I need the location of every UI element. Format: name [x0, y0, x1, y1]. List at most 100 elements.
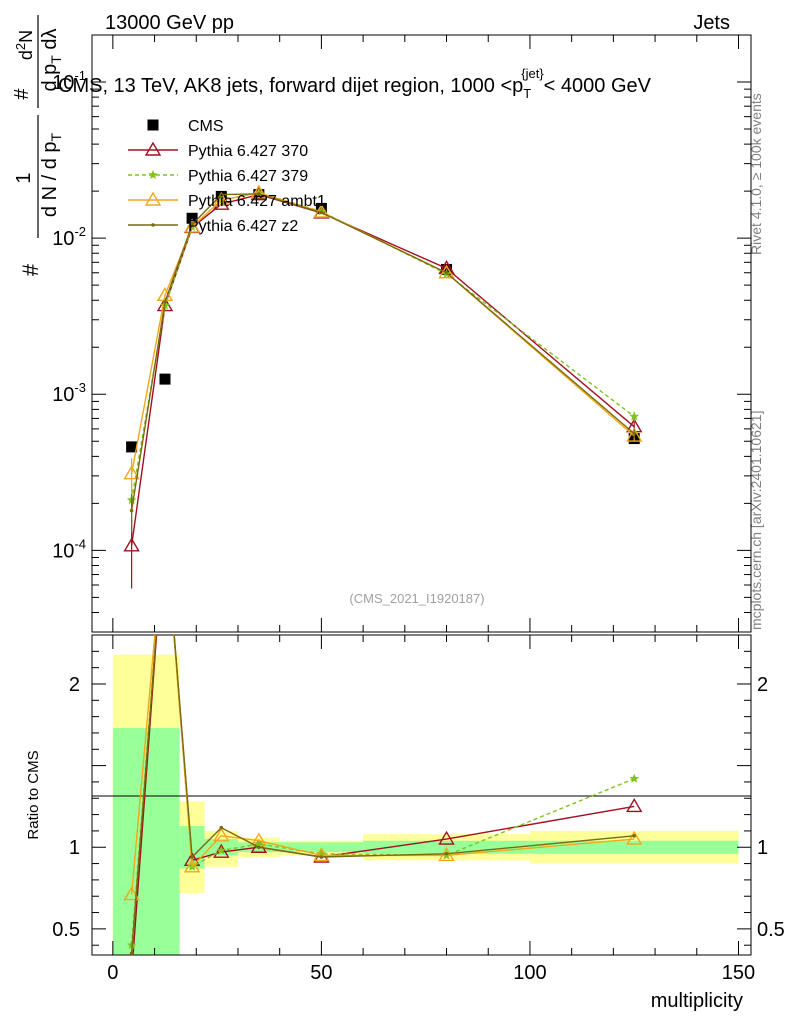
- main-y-tick-label: 10-1: [52, 68, 86, 94]
- ratio-point: [213, 827, 230, 842]
- ratio-point: [190, 855, 194, 859]
- legend-marker: [151, 223, 155, 227]
- legend-entry-1: Pythia 6.427 370: [128, 141, 308, 160]
- main-series-line-2: [130, 192, 635, 501]
- main-point: [444, 270, 449, 275]
- ratio-point: [316, 848, 327, 858]
- ratio-axis-ticks: 0.5 0.5 1 1 2 2 0 50 100 150: [52, 635, 785, 984]
- main-point: [250, 184, 268, 199]
- x-tick-label: 100: [513, 962, 546, 984]
- main-point: [123, 465, 140, 480]
- analysis-label: (CMS_2021_I1920187): [349, 591, 484, 606]
- ratio-point: [625, 830, 643, 845]
- category-label: Jets: [693, 12, 730, 34]
- main-point: [319, 210, 324, 215]
- legend-marker: [144, 141, 162, 156]
- ratio-series-3: [129, 635, 637, 955]
- legend-marker: [147, 119, 159, 131]
- main-point: [625, 427, 643, 442]
- main-panel-frame: [91, 34, 752, 633]
- main-series-4: [129, 192, 637, 533]
- ratio-point: [313, 847, 330, 862]
- main-y-tick-label: 10-3: [52, 380, 86, 406]
- ratio-y-tick-label-right: 1: [757, 837, 768, 859]
- y-axis-label-ratio: Ratio to CMS: [25, 750, 42, 839]
- main-point: [163, 300, 167, 304]
- legend-entry-3: Pythia 6.427 ambt1: [128, 191, 326, 210]
- main-y-tick-label: 10-2: [52, 224, 86, 250]
- main-point: [257, 192, 261, 196]
- legend-marker: [148, 170, 158, 179]
- legend-label: Pythia 6.427 ambt1: [188, 193, 326, 210]
- svg-text:d N / d pT: d N / d pT: [39, 132, 64, 217]
- svg-text:d2N: d2N: [13, 30, 36, 60]
- ratio-uncertainty-bands: [112, 654, 739, 955]
- main-point: [126, 441, 138, 453]
- ratio-series-0: [132, 635, 643, 955]
- main-point: [186, 212, 198, 224]
- ratio-point: [629, 773, 639, 783]
- main-point: [123, 537, 140, 552]
- mcplots-label: mcplots.cern.ch [arXiv:2401.10621]: [748, 411, 764, 630]
- plot-title: CMS, 13 TeV, AK8 jets, forward dijet reg…: [58, 66, 652, 101]
- y-axis-label-main: # 1 d N / d pT # d2N d pT dλ: [11, 15, 64, 276]
- ratio-y-tick-label-right: 2: [757, 674, 768, 696]
- x-tick-label: 50: [310, 962, 332, 984]
- ratio-point: [219, 825, 224, 830]
- ratio-series-line-1: [130, 635, 635, 946]
- svg-text:#: #: [18, 263, 43, 276]
- rivet-label: Rivet 4.1.0, ≥ 100k events: [748, 93, 764, 255]
- legend-label: Pythia 6.427 z2: [188, 218, 298, 235]
- x-axis-label: multiplicity: [651, 990, 743, 1012]
- energy-label: 13000 GeV pp: [105, 12, 234, 34]
- ratio-series-line-2: [130, 635, 635, 895]
- legend-entry-4: Pythia 6.427 z2: [128, 218, 298, 235]
- ratio-y-tick-label-right: 0.5: [757, 919, 785, 941]
- main-point: [183, 218, 201, 233]
- ratio-series-line-0: [132, 635, 635, 955]
- legend-entry-2: Pythia 6.427 379: [128, 168, 308, 185]
- main-point: [219, 192, 224, 197]
- ratio-point: [183, 858, 201, 873]
- svg-text:1: 1: [13, 172, 35, 183]
- ratio-point: [632, 834, 637, 838]
- ratio-point: [625, 798, 643, 813]
- ratio-series-line-3: [130, 635, 635, 954]
- ratio-point: [216, 845, 227, 855]
- ratio-y-tick-label: 1: [69, 837, 80, 859]
- main-point: [190, 222, 194, 227]
- main-point: [159, 373, 171, 385]
- legend-label: Pythia 6.427 370: [188, 143, 308, 160]
- plot-title-main: CMS, 13 TeV, AK8 jets, forward dijet reg…: [58, 75, 523, 97]
- ratio-point: [213, 843, 230, 858]
- legend-label: CMS: [188, 118, 224, 135]
- x-tick-label: 0: [107, 962, 118, 984]
- ratio-series-group: [123, 635, 643, 955]
- main-series-1: [123, 186, 643, 589]
- main-series-group: [123, 184, 643, 589]
- plot-title-sub: T: [523, 86, 531, 101]
- x-tick-label: 150: [722, 962, 755, 984]
- svg-text:#: #: [11, 88, 33, 100]
- ratio-point: [123, 886, 140, 901]
- ratio-y-tick-label: 2: [69, 674, 80, 696]
- main-point: [629, 411, 639, 421]
- legend-entry-0: CMS: [147, 118, 224, 135]
- legend-label: Pythia 6.427 379: [188, 168, 308, 185]
- main-series-2: [126, 187, 639, 523]
- ratio-point: [438, 830, 455, 845]
- ratio-y-tick-label: 0.5: [52, 919, 80, 941]
- main-point: [632, 431, 637, 436]
- main-point: [129, 508, 134, 513]
- legend: CMS Pythia 6.427 370 Pythia 6.427 379 Pythi…: [128, 118, 326, 235]
- plot-title-tail: < 4000 GeV: [544, 75, 652, 97]
- ratio-point: [444, 851, 449, 856]
- main-y-tick-label: 10-4: [52, 536, 86, 562]
- ratio-point: [319, 855, 324, 859]
- plot-title-sup: {jet}: [521, 66, 544, 81]
- legend-marker: [144, 191, 162, 206]
- ratio-panel-frame: [91, 634, 752, 956]
- ratio-point: [257, 845, 261, 850]
- ratio-point: [129, 951, 134, 955]
